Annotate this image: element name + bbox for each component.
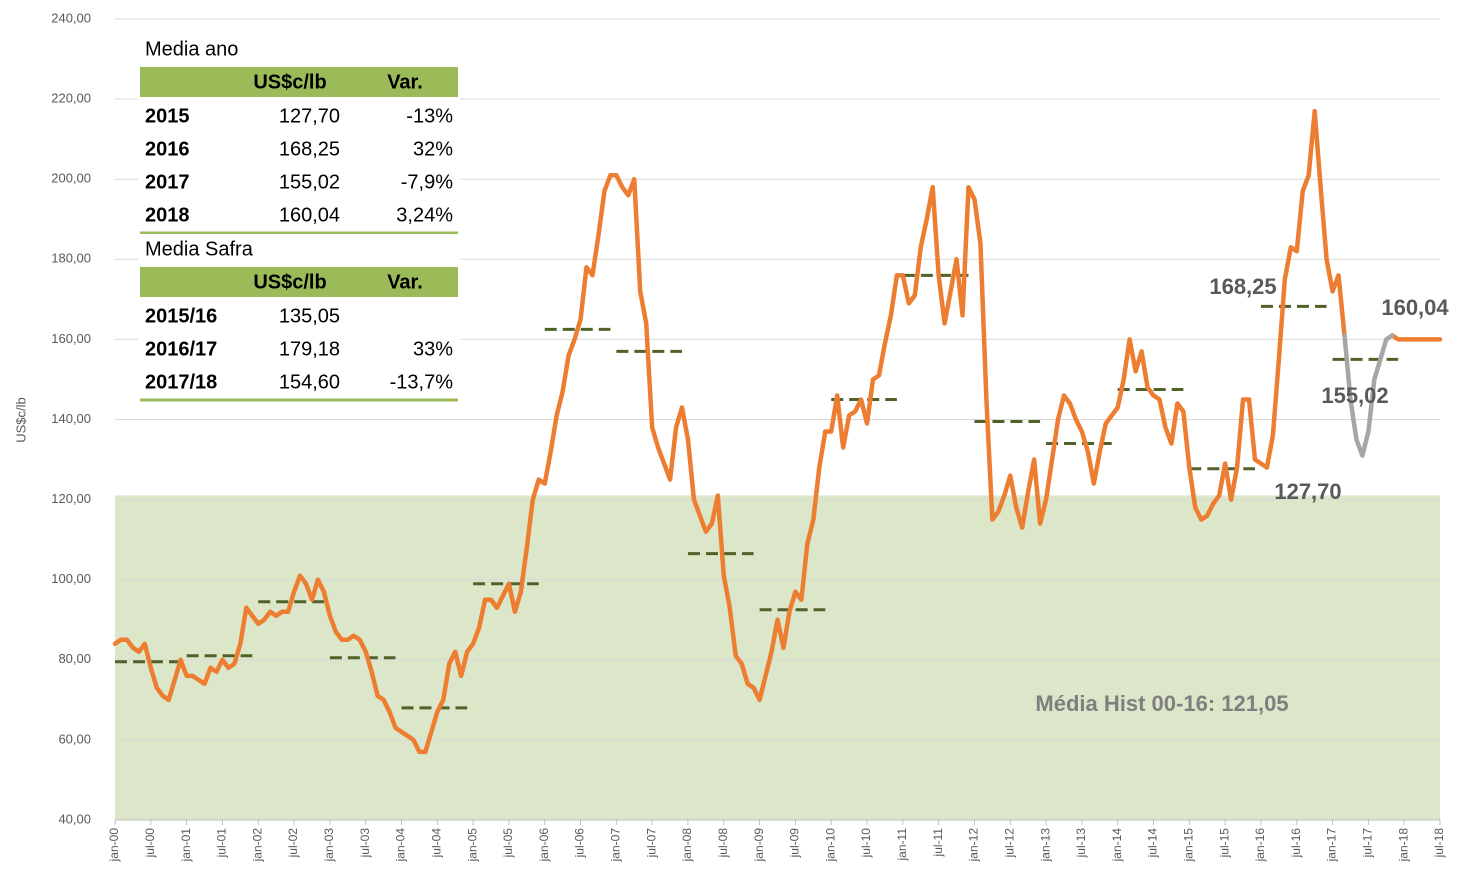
x-tick-label: jan-07	[609, 828, 623, 863]
x-tick-label: jul-07	[644, 828, 658, 859]
hist-band	[115, 495, 1440, 820]
x-tick-label: jan-17	[1325, 828, 1339, 863]
table-cell: 2017/18	[145, 371, 217, 393]
y-tick-label: 180,00	[51, 251, 91, 266]
annotation: 155,02	[1321, 383, 1388, 408]
table-cell: 32%	[413, 138, 453, 160]
y-tick-label: 40,00	[58, 811, 91, 826]
x-tick-label: jan-18	[1396, 828, 1410, 863]
annotation: 127,70	[1274, 479, 1341, 504]
y-tick-label: 140,00	[51, 411, 91, 426]
x-tick-label: jan-00	[107, 828, 121, 863]
x-tick-label: jul-12	[1002, 828, 1016, 859]
x-tick-label: jan-10	[823, 828, 837, 863]
annotation: 160,04	[1381, 295, 1449, 320]
x-tick-label: jan-05	[465, 828, 479, 863]
x-tick-label: jan-08	[680, 828, 694, 863]
table-cell: 2016/17	[145, 338, 217, 360]
table-cell: 2018	[145, 204, 190, 226]
x-tick-label: jan-12	[967, 828, 981, 863]
x-tick-label: jul-09	[788, 828, 802, 859]
x-tick-label: jan-04	[394, 828, 408, 863]
x-tick-label: jan-14	[1110, 828, 1124, 863]
series-line	[112, 108, 1443, 755]
x-tick-label: jan-16	[1253, 828, 1267, 863]
table-header-cell: Var.	[387, 271, 423, 293]
y-tick-label: 80,00	[58, 651, 91, 666]
x-tick-label: jan-06	[537, 828, 551, 863]
x-tick-label: jul-02	[286, 828, 300, 859]
x-tick-label: jul-06	[573, 828, 587, 859]
y-tick-label: 100,00	[51, 571, 91, 586]
y-tick-label: 220,00	[51, 91, 91, 106]
annotation: 168,25	[1209, 274, 1276, 299]
table-header-cell: US$c/lb	[253, 71, 326, 93]
x-tick-label: jul-15	[1217, 828, 1231, 859]
y-tick-label: 120,00	[51, 491, 91, 506]
x-tick-label: jul-00	[143, 828, 157, 859]
table-cell: 135,05	[279, 305, 340, 327]
x-tick-label: jul-18	[1432, 828, 1446, 859]
table-cell: 179,18	[279, 338, 340, 360]
x-tick-label: jul-03	[358, 828, 372, 859]
table-title: Media Safra	[145, 238, 254, 260]
x-tick-label: jul-13	[1074, 828, 1088, 859]
table-bg	[138, 234, 460, 405]
table-cell: 127,70	[279, 105, 340, 127]
x-tick-label: jan-01	[179, 828, 193, 863]
x-tick-label: jul-16	[1289, 828, 1303, 859]
x-tick-label: jul-17	[1361, 828, 1375, 859]
table-cell: 155,02	[279, 171, 340, 193]
y-tick-label: 240,00	[51, 10, 91, 25]
table-header	[140, 267, 458, 297]
table-cell: 168,25	[279, 138, 340, 160]
table-cell: 2016	[145, 138, 190, 160]
y-tick-label: 60,00	[58, 731, 91, 746]
x-tick-label: jan-02	[250, 828, 264, 863]
table-cell: 3,24%	[396, 204, 453, 226]
table-header-cell: US$c/lb	[253, 271, 326, 293]
table-cell: -7,9%	[401, 171, 453, 193]
table-header	[140, 67, 458, 97]
table-cell: 2017	[145, 171, 190, 193]
table-cell: 33%	[413, 338, 453, 360]
table-title: Media ano	[145, 38, 238, 60]
y-axis-label: US$c/lb	[13, 397, 28, 443]
x-tick-label: jul-08	[716, 828, 730, 859]
x-tick-label: jul-04	[429, 828, 443, 859]
table-cell: -13,7%	[390, 371, 454, 393]
x-tick-label: jan-15	[1181, 828, 1195, 863]
x-tick-label: jul-01	[215, 828, 229, 859]
series-line	[1342, 333, 1395, 458]
table-header-cell: Var.	[387, 71, 423, 93]
table-cell: -13%	[406, 105, 453, 127]
x-tick-label: jan-13	[1038, 828, 1052, 863]
y-tick-label: 160,00	[51, 331, 91, 346]
table-cell: 154,60	[279, 371, 340, 393]
table-cell: 2015/16	[145, 305, 217, 327]
x-tick-label: jul-05	[501, 828, 515, 859]
x-tick-label: jan-09	[752, 828, 766, 863]
x-tick-label: jan-11	[895, 828, 909, 862]
x-tick-label: jul-14	[1146, 828, 1160, 859]
table-cell: 2015	[145, 105, 190, 127]
table-cell: 160,04	[279, 204, 340, 226]
x-tick-label: jul-11	[931, 828, 945, 858]
x-tick-label: jul-10	[859, 828, 873, 859]
hist-label: Média Hist 00-16: 121,05	[1035, 691, 1288, 716]
y-tick-label: 200,00	[51, 171, 91, 186]
x-tick-label: jan-03	[322, 828, 336, 863]
